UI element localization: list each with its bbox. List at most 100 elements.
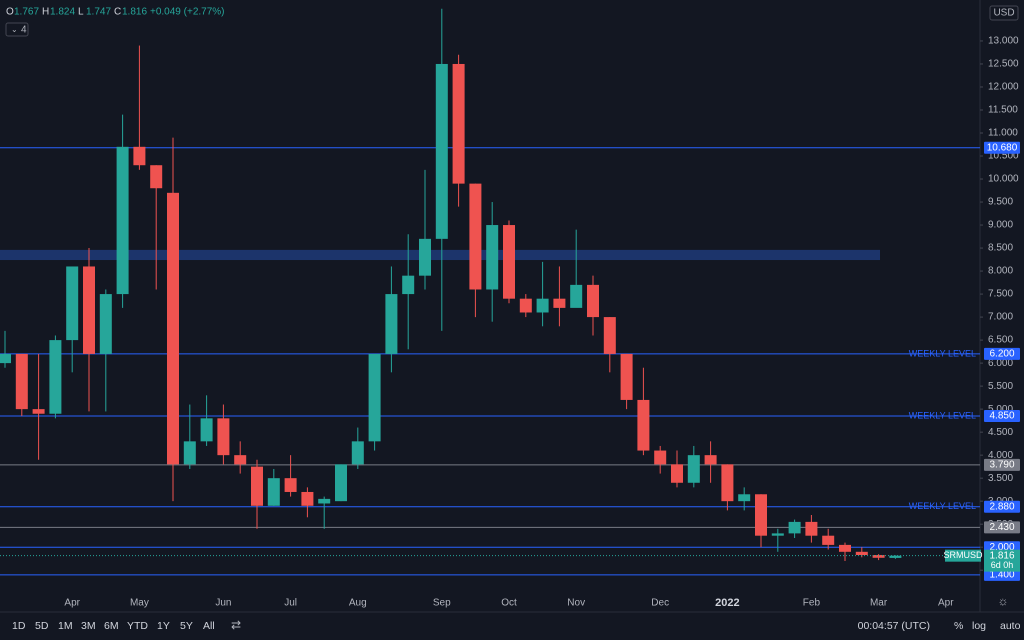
compare-icon[interactable]: ⇄ xyxy=(231,618,241,632)
range-button[interactable]: 1D xyxy=(12,620,26,632)
indicator-box[interactable] xyxy=(5,22,29,37)
y-tick-label: 8.000 xyxy=(988,266,1013,277)
y-tick-label: 6.500 xyxy=(988,335,1013,346)
indicator-count[interactable]: 4 xyxy=(21,25,27,36)
candle-body xyxy=(654,450,667,465)
y-tick-label: 4.500 xyxy=(988,427,1013,438)
candle-body xyxy=(839,544,851,552)
level-label: 2.880 xyxy=(989,501,1014,512)
range-button[interactable]: 3M xyxy=(81,620,96,632)
y-tick-label: 4.000 xyxy=(988,450,1013,461)
y-tick-label: 11.000 xyxy=(988,128,1018,139)
candle-body xyxy=(251,466,263,506)
candle-body xyxy=(822,535,835,545)
candle-body xyxy=(637,399,650,451)
currency-box[interactable] xyxy=(989,5,1019,21)
range-button[interactable]: 1Y xyxy=(157,620,170,632)
scale-option[interactable]: log xyxy=(972,620,986,632)
scale-option[interactable]: % xyxy=(954,620,963,632)
ohlc-key: C xyxy=(114,7,121,18)
x-tick-label: 2022 xyxy=(715,597,739,609)
candle-body xyxy=(83,266,95,354)
candle-body xyxy=(519,298,532,313)
range-button[interactable]: 5D xyxy=(35,620,49,632)
candle-body xyxy=(0,353,11,364)
y-tick-label: 5.000 xyxy=(988,404,1013,415)
clock: 00:04:57 (UTC) xyxy=(858,620,930,632)
candle-body xyxy=(855,551,868,556)
candle-body xyxy=(721,464,734,502)
ohlc-value: 1.767 xyxy=(14,7,39,18)
candle-body xyxy=(872,555,885,558)
y-tick-label: 9.500 xyxy=(988,197,1013,208)
level-label-box xyxy=(984,500,1020,513)
ohlc-key: O xyxy=(6,7,14,18)
currency[interactable]: USD xyxy=(993,8,1014,19)
candle-body xyxy=(133,146,146,166)
range-button[interactable]: YTD xyxy=(127,620,148,632)
ohlc-key: H xyxy=(42,7,49,18)
ohlc-key: L xyxy=(78,7,84,18)
candle-body xyxy=(183,441,196,465)
y-tick-label: 11.500 xyxy=(988,105,1018,116)
y-tick-label: 12.500 xyxy=(988,59,1019,70)
y-tick-label: 10.000 xyxy=(988,174,1019,185)
x-tick-label: Aug xyxy=(349,598,367,609)
y-tick-label: 7.500 xyxy=(988,289,1013,300)
x-tick-label: Nov xyxy=(567,598,585,609)
level-label: 3.790 xyxy=(989,459,1014,470)
y-tick-label: 7.000 xyxy=(988,312,1013,323)
range-button[interactable]: All xyxy=(203,620,215,632)
range-button[interactable]: 1M xyxy=(58,620,73,632)
level-label: 1.400 xyxy=(989,569,1014,580)
y-tick-label: 9.000 xyxy=(988,220,1013,231)
candle-body xyxy=(99,294,112,354)
scale-option[interactable]: auto xyxy=(1000,620,1021,632)
candle-body xyxy=(116,146,129,295)
y-tick-label: 8.500 xyxy=(988,243,1013,254)
x-tick-label: Mar xyxy=(870,598,888,609)
candle-body xyxy=(687,455,700,483)
candle-body xyxy=(738,494,751,502)
x-tick-label: Feb xyxy=(803,598,821,609)
change: +0.049 (+2.77%) xyxy=(150,7,225,18)
candle-body xyxy=(351,441,364,465)
range-button[interactable]: 5Y xyxy=(180,620,193,632)
candle-body xyxy=(603,317,616,354)
candle-body xyxy=(200,418,213,442)
candle-body xyxy=(620,353,633,400)
candle-body xyxy=(889,555,902,558)
candle-body xyxy=(167,192,179,465)
level-label-box xyxy=(984,521,1020,534)
candle-body xyxy=(469,183,482,290)
x-tick-label: Jul xyxy=(284,598,297,609)
y-tick-label: 5.500 xyxy=(988,381,1013,392)
x-tick-label: Apr xyxy=(938,598,954,609)
candle-body xyxy=(452,63,465,184)
candle-body xyxy=(771,533,784,536)
settings-icon[interactable]: ☼ xyxy=(998,594,1009,608)
candle-body xyxy=(671,464,683,483)
collapse-icon: ⌄ xyxy=(11,25,18,34)
candle-body xyxy=(49,340,62,414)
level-label-box xyxy=(984,410,1020,423)
x-tick-label: Sep xyxy=(433,598,451,609)
candle-body xyxy=(267,478,280,506)
level-note: WEEKLY LEVEL xyxy=(909,410,976,420)
level-label-box xyxy=(984,347,1020,360)
x-tick-label: Oct xyxy=(501,598,517,609)
candle-body xyxy=(587,284,599,318)
candle-body xyxy=(755,494,767,536)
range-button[interactable]: 6M xyxy=(104,620,119,632)
candle-body xyxy=(536,298,549,313)
level-label-box xyxy=(984,458,1020,471)
y-tick-label: 12.000 xyxy=(988,82,1019,93)
candle-body xyxy=(150,165,163,189)
level-label: 2.430 xyxy=(989,522,1014,533)
price-label: 1.816 xyxy=(989,550,1014,561)
candle-body xyxy=(419,238,431,276)
price-box xyxy=(984,549,1020,572)
plot xyxy=(0,8,980,576)
candle-body xyxy=(301,491,314,506)
level-label: 4.850 xyxy=(989,411,1014,422)
